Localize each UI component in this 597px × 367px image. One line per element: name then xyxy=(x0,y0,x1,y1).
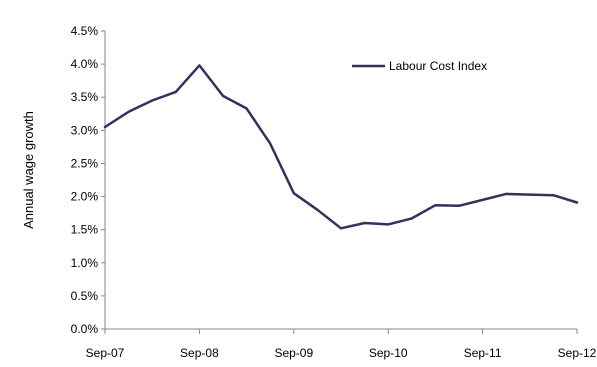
x-tick-label: Sep-11 xyxy=(464,346,502,360)
y-tick-label: 1.5% xyxy=(71,223,99,237)
y-tick-label: 4.5% xyxy=(71,24,99,38)
x-tick-label: Sep-10 xyxy=(369,346,408,360)
y-tick-label: 3.5% xyxy=(71,90,99,104)
legend-label: Labour Cost Index xyxy=(389,59,487,73)
series-layer xyxy=(103,64,579,230)
y-tick-label: 0.5% xyxy=(71,289,99,303)
x-axis: Sep-07 Sep-08 Sep-09 Sep-10 Sep-11 Sep-12 xyxy=(86,328,597,360)
y-tick-label: 3.0% xyxy=(71,123,99,137)
legend: Labour Cost Index xyxy=(352,59,487,73)
series-line xyxy=(103,64,579,230)
x-tick-label: Sep-07 xyxy=(86,346,125,360)
y-axis-title: Annual wage growth xyxy=(21,111,36,229)
y-tick-label: 0.0% xyxy=(71,322,99,336)
y-tick-label: 4.0% xyxy=(71,57,99,71)
x-tick-label: Sep-08 xyxy=(180,346,219,360)
y-axis: 0.0% 0.5% 1.0% 1.5% 2.0% 2.5% 3.0% 3.5% 4.0% 4.5% xyxy=(71,24,106,336)
y-tick-label: 2.0% xyxy=(71,190,99,204)
y-tick-label: 1.0% xyxy=(71,256,99,270)
x-tick-label: Sep-12 xyxy=(558,346,597,360)
y-tick-label: 2.5% xyxy=(71,156,99,170)
x-tick-label: Sep-09 xyxy=(274,346,313,360)
